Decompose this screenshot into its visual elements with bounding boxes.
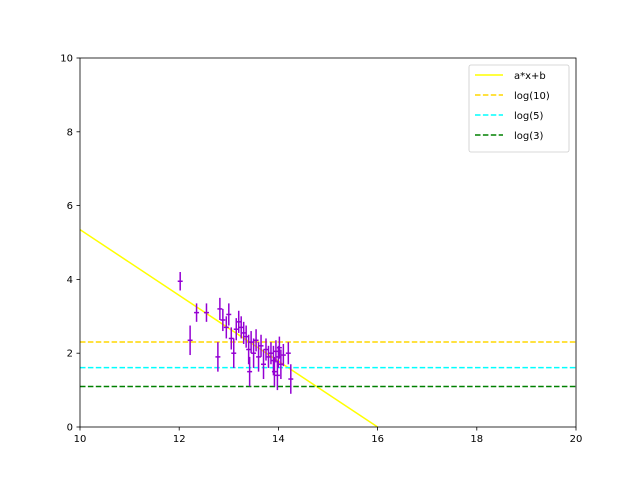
y-tick-label: 6	[67, 201, 73, 212]
x-tick-label: 10	[74, 434, 87, 445]
x-tick-label: 18	[470, 434, 483, 445]
legend-label: log(5)	[514, 111, 544, 122]
errorbar-point	[215, 342, 221, 372]
errorbar-point	[261, 349, 266, 380]
y-tick-label: 8	[67, 127, 73, 138]
errorbar-point	[194, 303, 200, 322]
errorbar-point	[236, 310, 242, 333]
legend-entry-log-10: log(10)	[475, 91, 550, 102]
x-tick-label: 12	[173, 434, 186, 445]
errorbar-point	[226, 303, 232, 326]
errorbar-point	[241, 321, 247, 344]
errorbar-point	[231, 338, 237, 368]
errorbar-point	[217, 297, 223, 320]
y-tick-label: 10	[60, 54, 73, 65]
errorbar-point	[204, 303, 209, 322]
legend-frame	[468, 64, 570, 153]
legend: a*x+b log(10) log(5) log(3)	[468, 64, 570, 153]
errorbar-point	[243, 325, 249, 348]
data-layer	[80, 228, 576, 427]
x-tick-label: 14	[272, 434, 285, 445]
errorbar-point	[220, 308, 226, 332]
errorbar-point	[228, 327, 234, 350]
errorbar-point	[238, 316, 244, 339]
errorbar-point	[187, 325, 193, 356]
x-tick-label: 20	[570, 434, 583, 445]
errorbar-point	[177, 272, 183, 291]
errorbar-point	[246, 334, 252, 365]
plot-frame	[79, 57, 577, 428]
errorbar-point	[248, 331, 254, 354]
errorbar-point	[273, 340, 279, 363]
errorbar-point	[280, 343, 286, 367]
errorbar-point	[288, 364, 294, 394]
legend-entry-log-5: log(5)	[475, 111, 544, 122]
errorbar-point	[274, 360, 280, 391]
errorbar-point	[251, 338, 257, 368]
errorbar-point	[223, 316, 229, 339]
errorbar-point	[285, 342, 291, 365]
errorbar-point	[276, 336, 282, 359]
legend-label: log(10)	[514, 91, 550, 102]
y-tick-label: 0	[67, 423, 73, 434]
legend-label: log(3)	[514, 131, 544, 142]
legend-entry-log-3: log(3)	[475, 131, 544, 142]
x-axis: 10 12 14 16 18 20	[74, 427, 583, 445]
errorbar-point	[256, 342, 262, 372]
errorbar-point	[271, 356, 277, 387]
errorbar-point	[258, 334, 264, 357]
y-axis: 0 2 4 6 8 10	[60, 54, 80, 434]
legend-label: a*x+b	[514, 71, 546, 82]
errorbar-point	[266, 345, 271, 368]
y-tick-label: 4	[67, 275, 73, 286]
y-tick-label: 2	[67, 349, 73, 360]
line-a-x-b	[80, 228, 379, 427]
x-tick-label: 16	[371, 434, 384, 445]
errorbar-point	[253, 329, 259, 352]
legend-entry-a-x-b: a*x+b	[475, 71, 546, 82]
errorbar-point	[247, 356, 253, 387]
